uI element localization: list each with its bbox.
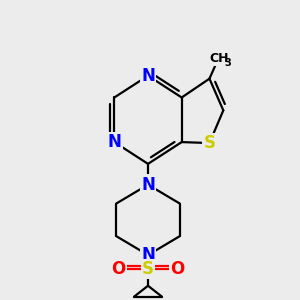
Text: N: N bbox=[141, 176, 155, 194]
Text: N: N bbox=[107, 133, 121, 151]
Text: N: N bbox=[141, 67, 155, 85]
Text: CH: CH bbox=[210, 52, 229, 65]
Text: O: O bbox=[111, 260, 125, 278]
Text: N: N bbox=[141, 246, 155, 264]
Text: S: S bbox=[142, 260, 154, 278]
Text: 3: 3 bbox=[224, 58, 231, 68]
Text: O: O bbox=[171, 260, 185, 278]
Text: S: S bbox=[203, 134, 215, 152]
